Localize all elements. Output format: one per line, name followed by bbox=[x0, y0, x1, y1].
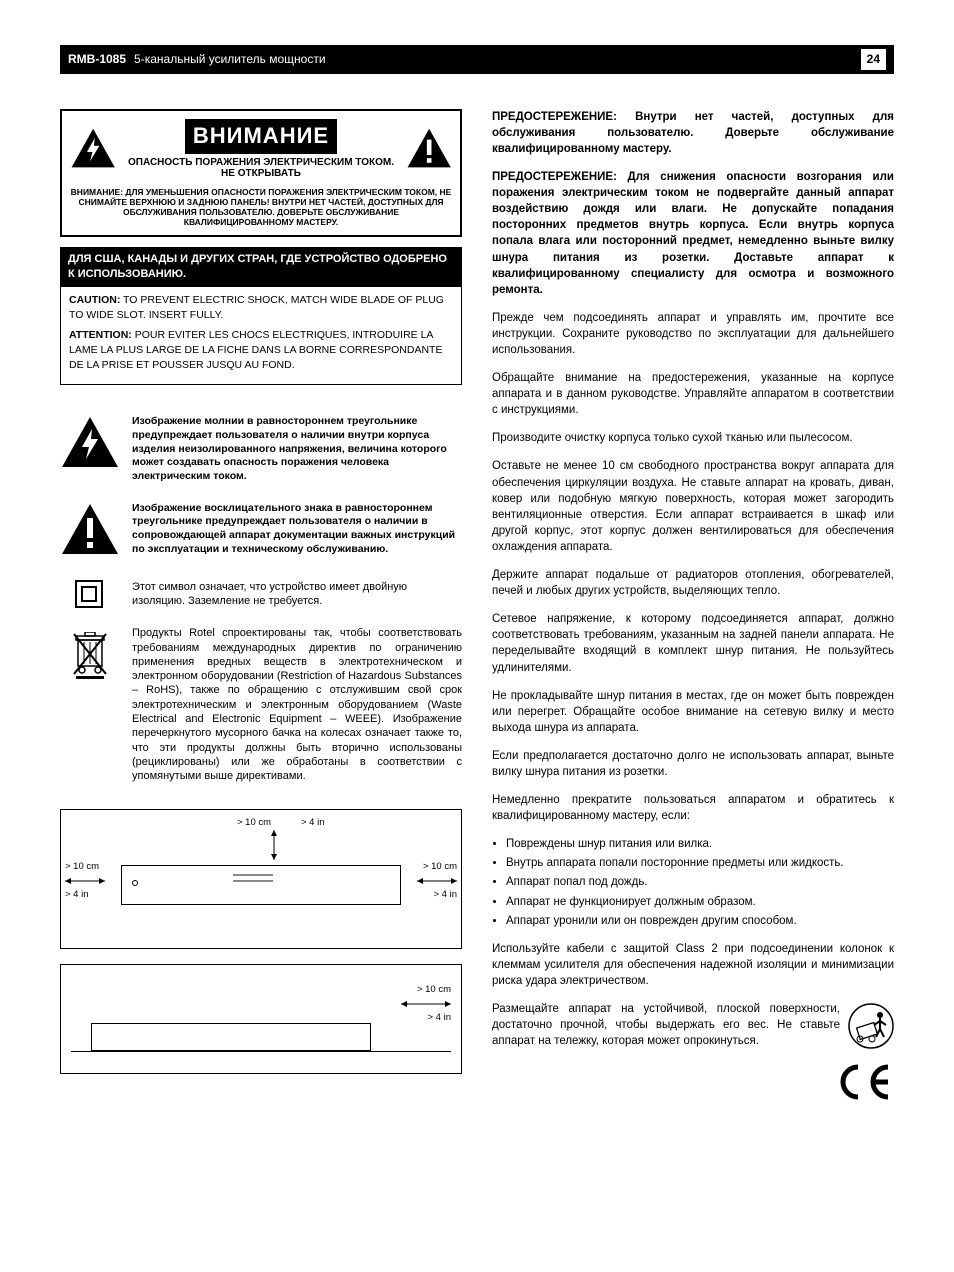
warning-title: ВНИМАНИЕ bbox=[185, 119, 337, 154]
double-ins-text: Этот символ означает, что устройство име… bbox=[132, 580, 462, 609]
para-6: Оставьте не менее 10 см свободного прост… bbox=[492, 458, 894, 555]
double-insulation-explanation: Этот символ означает, что устройство име… bbox=[60, 580, 462, 609]
warning-box: ВНИМАНИЕ ОПАСНОСТЬ ПОРАЖЕНИЯ ЭЛЕКТРИЧЕСК… bbox=[60, 109, 462, 238]
exclamation-triangle-icon bbox=[60, 502, 120, 557]
approval-band: ДЛЯ США, КАНАДЫ И ДРУГИХ СТРАН, ГДЕ УСТР… bbox=[60, 247, 462, 286]
lightning-explanation: Изображение молнии в равностороннем треу… bbox=[60, 415, 462, 483]
double-square-icon bbox=[75, 580, 103, 608]
caution-box: CAUTION: TO PREVENT ELECTRIC SHOCK, MATC… bbox=[60, 286, 462, 385]
para-10: Если предполагается достаточно долго не … bbox=[492, 748, 894, 780]
header-bar: RMB-1085 5-канальный усилитель мощности … bbox=[60, 45, 894, 74]
list-item: Аппарат попал под дождь. bbox=[506, 874, 894, 890]
tipping-cart-icon bbox=[848, 1003, 894, 1049]
clearance-figure-top: > 10 cm > 4 in > 10 cm > 4 in > 10 cm > … bbox=[60, 809, 462, 949]
warning-small-text: ВНИМАНИЕ: ДЛЯ УМЕНЬШЕНИЯ ОПАСНОСТИ ПОРАЖ… bbox=[70, 187, 452, 228]
model-number: RMB-1085 bbox=[68, 51, 126, 68]
para-12: Используйте кабели с защитой Class 2 при… bbox=[492, 941, 894, 989]
warn2-text: Для снижения опасности возгорания или по… bbox=[492, 171, 894, 296]
para-5: Производите очистку корпуса только сухой… bbox=[492, 430, 894, 446]
warn1-label: ПРЕДОСТЕРЕЖЕНИЕ: bbox=[492, 111, 635, 123]
lightning-triangle-icon bbox=[60, 415, 120, 470]
para-7: Держите аппарат подальше от радиаторов о… bbox=[492, 567, 894, 599]
caution-en-label: CAUTION: bbox=[69, 294, 120, 306]
weee-bin-icon bbox=[72, 632, 108, 680]
weee-text: Продукты Rotel спроектированы так, чтобы… bbox=[132, 626, 462, 783]
left-column: ВНИМАНИЕ ОПАСНОСТЬ ПОРАЖЕНИЯ ЭЛЕКТРИЧЕСК… bbox=[60, 109, 462, 1113]
right-column: ПРЕДОСТЕРЕЖЕНИЕ: Внутри нет частей, дост… bbox=[492, 109, 894, 1113]
lightning-text: Изображение молнии в равностороннем треу… bbox=[132, 415, 462, 483]
para-8: Сетевое напряжение, к которому подсоедин… bbox=[492, 611, 894, 675]
para-3: Прежде чем подсоединять аппарат и управл… bbox=[492, 310, 894, 358]
clearance-figure-side: > 10 cm > 4 in bbox=[60, 964, 462, 1074]
para-9: Не прокладывайте шнур питания в местах, … bbox=[492, 688, 894, 736]
list-item: Повреждены шнур питания или вилка. bbox=[506, 836, 894, 852]
warning-subtitle: ОПАСНОСТЬ ПОРАЖЕНИЯ ЭЛЕКТРИЧЕСКИМ ТОКОМ.… bbox=[126, 157, 395, 179]
ce-mark-icon bbox=[492, 1063, 894, 1113]
list-item: Аппарат уронили или он поврежден другим … bbox=[506, 913, 894, 929]
fault-list: Повреждены шнур питания или вилка. Внутр… bbox=[506, 836, 894, 928]
product-description: 5-канальный усилитель мощности bbox=[134, 51, 851, 68]
caution-fr-label: ATTENTION: bbox=[69, 329, 132, 341]
lightning-triangle-icon bbox=[70, 121, 116, 176]
para-13: Размещайте аппарат на устойчивой, плоско… bbox=[492, 1001, 894, 1049]
warn2-label: ПРЕДОСТЕРЕЖЕНИЕ: bbox=[492, 171, 628, 183]
exclamation-explanation: Изображение восклицательного знака в рав… bbox=[60, 502, 462, 562]
list-item: Аппарат не функционирует должным образом… bbox=[506, 894, 894, 910]
page-number: 24 bbox=[861, 49, 886, 70]
para-11: Немедленно прекратите пользоваться аппар… bbox=[492, 792, 894, 824]
weee-explanation: Продукты Rotel спроектированы так, чтобы… bbox=[60, 626, 462, 783]
exclamation-triangle-icon bbox=[406, 121, 452, 176]
caution-en-text: TO PREVENT ELECTRIC SHOCK, MATCH WIDE BL… bbox=[69, 294, 444, 321]
list-item: Внутрь аппарата попали посторонние предм… bbox=[506, 855, 894, 871]
exclamation-text: Изображение восклицательного знака в рав… bbox=[132, 502, 462, 557]
para-4: Обращайте внимание на предостережения, у… bbox=[492, 370, 894, 418]
